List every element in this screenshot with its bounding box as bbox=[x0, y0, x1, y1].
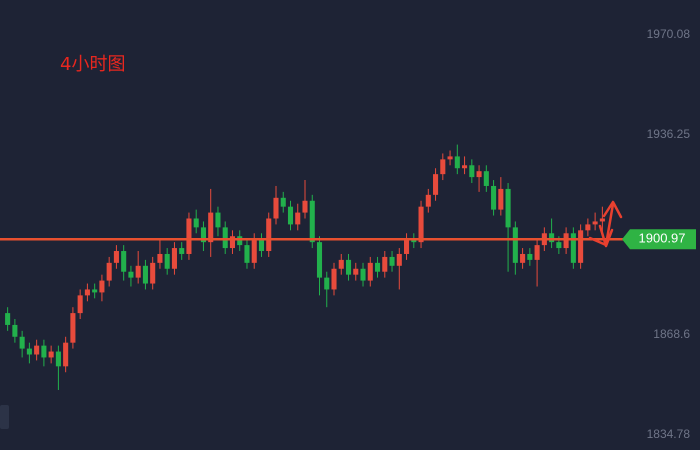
candle-body bbox=[316, 242, 323, 278]
candle-body bbox=[447, 156, 453, 160]
candle-body bbox=[237, 236, 243, 246]
candle-body bbox=[599, 218, 605, 222]
candle-body bbox=[483, 171, 489, 186]
candle-body bbox=[345, 259, 352, 275]
candle-body bbox=[433, 174, 439, 195]
candle-body bbox=[251, 239, 257, 263]
candle-body bbox=[418, 206, 424, 243]
y-tick-label: 1834.78 bbox=[647, 427, 691, 441]
candle-body bbox=[222, 227, 228, 249]
y-tick-label: 1970.08 bbox=[647, 27, 691, 41]
candle-body bbox=[520, 253, 526, 263]
candle-body bbox=[425, 194, 431, 207]
candle-body bbox=[171, 248, 177, 269]
candle-body bbox=[26, 348, 32, 355]
candle-body bbox=[34, 345, 40, 355]
candle-body bbox=[338, 259, 344, 269]
candle-body bbox=[570, 233, 576, 263]
candle-body bbox=[440, 159, 446, 175]
candle-body bbox=[287, 206, 294, 225]
candle-body bbox=[411, 239, 417, 243]
candle-body bbox=[469, 165, 475, 178]
candle-body bbox=[266, 218, 272, 252]
candle-body bbox=[462, 165, 468, 169]
candle-body bbox=[578, 230, 584, 263]
candle-body bbox=[549, 233, 555, 243]
candle-body bbox=[592, 221, 598, 225]
candle-body bbox=[244, 245, 250, 263]
candle-body bbox=[353, 268, 359, 275]
candle-body bbox=[121, 251, 127, 272]
candle-body bbox=[179, 248, 185, 254]
candle-body bbox=[157, 253, 163, 263]
candle-body bbox=[556, 242, 562, 249]
price-label-box bbox=[622, 229, 696, 250]
candle-body bbox=[295, 212, 301, 225]
candle-body bbox=[505, 188, 511, 228]
y-tick-label: 1936.25 bbox=[647, 127, 691, 141]
candle-body bbox=[273, 197, 279, 219]
candle-body bbox=[404, 239, 410, 254]
candle-body bbox=[382, 256, 388, 272]
candle-body bbox=[84, 289, 90, 296]
candle-body bbox=[200, 227, 206, 243]
candle-body bbox=[128, 271, 134, 278]
candle-body bbox=[491, 185, 497, 210]
candle-body bbox=[229, 236, 236, 249]
candle-body bbox=[113, 251, 119, 263]
candle-body bbox=[208, 212, 214, 243]
arrow-head bbox=[598, 224, 614, 248]
candle-body bbox=[63, 342, 69, 367]
candle-body bbox=[5, 313, 11, 325]
candle-body bbox=[374, 262, 381, 272]
candle-body bbox=[41, 345, 47, 358]
candle-body bbox=[215, 212, 221, 228]
candle-body bbox=[48, 351, 54, 358]
plot: 1970.08 1936.25 1868.6 1834.78 1900.97 bbox=[0, 27, 696, 441]
candle-body bbox=[324, 277, 330, 290]
candle-body bbox=[258, 239, 265, 252]
candle-body bbox=[135, 265, 141, 278]
y-tick-label: 1868.6 bbox=[653, 327, 690, 341]
candle-body bbox=[99, 280, 105, 293]
candle-body bbox=[70, 313, 76, 343]
annotation-arrow bbox=[588, 200, 623, 248]
candle-body bbox=[527, 253, 533, 260]
candle-body bbox=[142, 265, 148, 284]
candle-body bbox=[331, 268, 337, 290]
candle-body bbox=[360, 268, 366, 281]
candle-body bbox=[512, 227, 518, 263]
price-label: 1900.97 bbox=[639, 231, 686, 246]
candle-body bbox=[563, 233, 569, 249]
candle-body bbox=[396, 253, 402, 266]
candle-body bbox=[454, 156, 460, 169]
candle-body bbox=[150, 262, 156, 284]
candle-body bbox=[12, 324, 18, 337]
candle-body bbox=[92, 289, 98, 293]
candle-body bbox=[280, 197, 286, 207]
chart-title: 4小时图 bbox=[60, 54, 125, 75]
candle-body bbox=[55, 351, 61, 367]
candle-body bbox=[534, 245, 540, 260]
candle-body bbox=[193, 218, 199, 228]
candle-body bbox=[476, 171, 482, 178]
candle-body bbox=[498, 188, 504, 210]
candle-body bbox=[186, 218, 192, 254]
candle-body bbox=[164, 253, 170, 269]
candle-body bbox=[106, 262, 112, 281]
candle-body bbox=[19, 336, 25, 349]
candle-body bbox=[77, 295, 83, 314]
candle-body bbox=[367, 262, 373, 281]
candle-body bbox=[302, 200, 308, 213]
side-tab bbox=[0, 405, 9, 429]
candle-body bbox=[309, 200, 315, 243]
candle-body bbox=[585, 224, 591, 231]
candle-body bbox=[389, 256, 395, 266]
arrow-head bbox=[602, 200, 623, 219]
